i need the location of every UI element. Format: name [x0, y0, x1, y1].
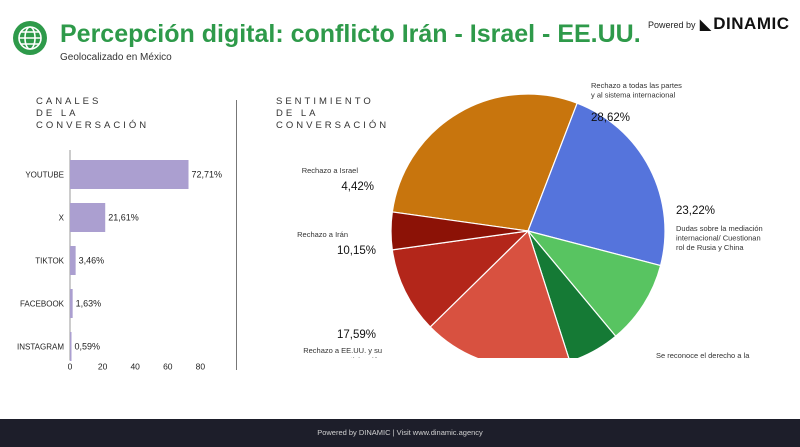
pie-value-label: 4,42% [341, 181, 374, 193]
brand-mark-icon: ◣ [700, 16, 712, 32]
pie-slice-label: y al sistema internacional [591, 91, 676, 100]
bar [70, 289, 73, 318]
pie-value-label: 23,22% [676, 205, 715, 217]
pie-slice-label: Rechazo a Irán [297, 230, 348, 239]
bar-tick-label: 0 [68, 362, 73, 372]
bar-category-label: YOUTUBE [25, 171, 64, 180]
pie-slice [391, 230, 530, 328]
bar-tick-label: 80 [196, 362, 206, 372]
bar-category-label: X [59, 214, 65, 223]
bar-category-label: INSTAGRAM [17, 343, 64, 352]
bar-value-label: 72,71% [192, 170, 223, 180]
page-subtitle: Geolocalizado en México [60, 52, 172, 63]
pie-slice [391, 93, 578, 232]
channels-section-title: CANALES DE LA CONVERSACIÓN [36, 96, 150, 131]
bar-tick-label: 40 [130, 362, 140, 372]
bar-tick-label: 20 [98, 362, 108, 372]
pie-slice-label: internacional/ Cuestionan [676, 234, 761, 243]
bar [70, 160, 189, 189]
pie-value-label: 17,59% [337, 329, 376, 341]
bar-category-label: FACEBOOK [20, 300, 65, 309]
bar [70, 332, 72, 361]
bar-category-label: TIKTOK [35, 257, 64, 266]
bar [70, 203, 106, 232]
pie-slice-label: participación [340, 356, 382, 359]
section-divider [236, 100, 237, 370]
pie-slice-label: Rechazo a todas las partes [591, 81, 682, 90]
pie-value-label: 28,62% [591, 112, 630, 124]
bar-value-label: 0,59% [75, 342, 101, 352]
sentiment-section-title: SENTIMIENTO DE LA CONVERSACIÓN [276, 96, 390, 131]
channels-bar-chart: YOUTUBE 72,71% X 21,61% TIKTOK 3,46% FACEBOOK 1… [17, 150, 223, 372]
brand-name: DINAMIC [713, 14, 790, 33]
globe-icon [13, 21, 47, 55]
pie-slice [390, 211, 529, 251]
pie-slice [527, 230, 617, 358]
pie-slice [527, 102, 666, 267]
bar-value-label: 21,61% [108, 213, 139, 223]
footer: Powered by DINAMIC | Visit www.dinamic.a… [0, 419, 800, 447]
bar-value-label: 1,63% [76, 299, 102, 309]
pie-slice-label: Se reconoce el derecho a la [656, 351, 750, 358]
page-title: Percepción digital: conflicto Irán - Isr… [60, 20, 641, 48]
pie-slice-label: Rechazo a EE.UU. y su [303, 346, 382, 355]
pie-slice-label: rol de Rusia y China [676, 243, 744, 252]
pie-slice-label: Rechazo a Israel [302, 166, 359, 175]
pie-value-label: 10,15% [337, 245, 376, 257]
bar [70, 246, 76, 275]
brand-logo: ◣ DINAMIC [700, 14, 790, 34]
powered-by-label: Powered by [648, 20, 696, 30]
pie-slice [429, 229, 570, 358]
header: Percepción digital: conflicto Irán - Isr… [0, 0, 800, 90]
bar-value-label: 3,46% [79, 256, 105, 266]
pie-slice-label: Dudas sobre la mediación [676, 224, 763, 233]
bar-tick-label: 60 [163, 362, 173, 372]
pie-slice [526, 229, 662, 338]
